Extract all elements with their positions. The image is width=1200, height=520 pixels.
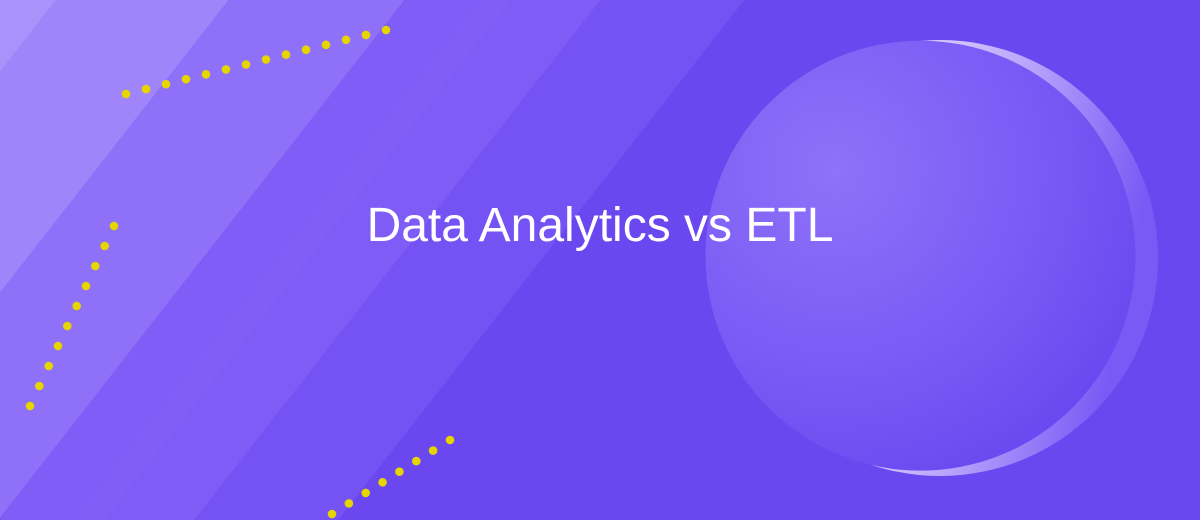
- dot-ornament: [82, 282, 91, 291]
- dot-ornament: [378, 478, 387, 487]
- dot-ornament: [382, 26, 391, 35]
- dot-ornament: [35, 382, 44, 391]
- dot-ornament: [26, 402, 35, 411]
- dot-ornament: [63, 322, 72, 331]
- dot-ornament: [361, 489, 370, 498]
- dot-ornament: [322, 41, 331, 50]
- dot-ornament: [446, 436, 455, 445]
- hero-banner: Data Analytics vs ETL: [0, 0, 1200, 520]
- dot-ornament: [202, 70, 211, 79]
- dot-ornament: [342, 36, 351, 45]
- dot-ornament: [345, 499, 354, 508]
- dot-ornament: [72, 302, 81, 311]
- dot-ornament: [54, 342, 63, 351]
- dot-ornament: [302, 45, 311, 54]
- dot-ornament: [362, 31, 371, 40]
- banner-title: Data Analytics vs ETL: [0, 198, 1200, 253]
- dot-ornament: [242, 60, 251, 69]
- dot-ornament: [429, 446, 438, 455]
- dot-ornament: [282, 50, 291, 59]
- dot-ornament: [222, 65, 231, 74]
- dot-ornament: [122, 90, 131, 99]
- dot-ornament: [328, 510, 337, 519]
- dot-ornament: [44, 362, 53, 371]
- dot-ornament: [395, 467, 404, 476]
- dot-ornament: [262, 55, 271, 64]
- dot-ornament: [182, 75, 191, 84]
- dot-ornament: [412, 457, 421, 466]
- dot-ornament: [91, 262, 100, 271]
- dot-ornament: [162, 80, 171, 89]
- dot-ornament: [142, 85, 151, 94]
